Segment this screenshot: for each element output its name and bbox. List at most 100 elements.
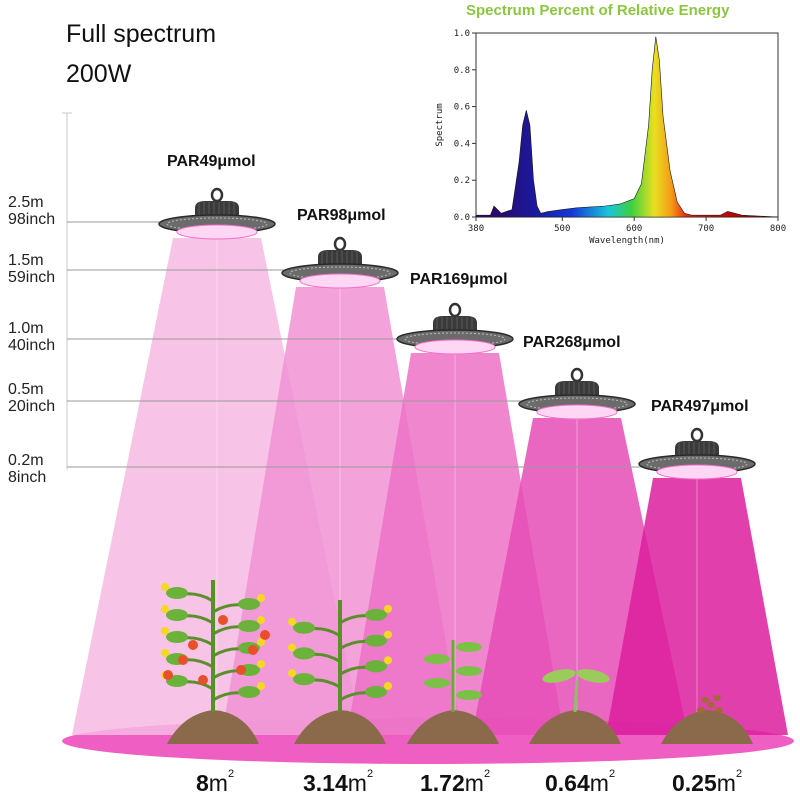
soil-mound [167, 710, 259, 744]
coverage-area: 1.72m2 [420, 768, 491, 796]
sprout-stem [573, 679, 579, 713]
ufo-grow-lamp [638, 427, 756, 480]
coverage-area: 8m2 [196, 768, 235, 796]
light-beam [606, 478, 788, 735]
seed [715, 707, 723, 713]
flower [161, 627, 169, 635]
spectrum-chart: 0.0 0.2 0.4 0.6 0.8 1.0 380 500 600 700 800 Wavelen… [435, 29, 786, 246]
plants [161, 580, 753, 744]
y-tick-label: 0.4 [454, 139, 470, 149]
lamp-hook [333, 236, 347, 252]
tomato-fruit [260, 630, 270, 640]
sprout-leaf [542, 669, 576, 683]
lamp-led-panel [536, 404, 618, 420]
x-tick-label: 500 [554, 224, 570, 234]
tomato-fruit [178, 655, 188, 665]
par-label: PAR98μmol [297, 207, 386, 224]
flower [288, 643, 296, 652]
height-label: 0.5m 20inch [8, 381, 56, 415]
tomato-fruit [248, 645, 258, 655]
spectrum-series-area [475, 36, 779, 218]
seed [713, 695, 721, 701]
lamp-hook [210, 187, 224, 203]
lamp-housing-rim [404, 332, 506, 346]
lamp-hook [570, 367, 584, 383]
lamp-led-panel [656, 464, 738, 480]
soil-mound [407, 710, 499, 744]
par-label: PAR497μmol [651, 398, 749, 415]
lamp-hook [448, 302, 462, 318]
flower [257, 638, 265, 646]
plant-leaf [424, 654, 450, 664]
tomato-plant-flowering [161, 580, 270, 744]
seedling-tall [407, 640, 499, 744]
ufo-grow-lamp [518, 367, 636, 420]
plant-leaf [456, 642, 482, 652]
y-tick-label: 1.0 [454, 29, 470, 39]
tomato-fruit [163, 670, 173, 680]
height-label: 0.2m 8inch [8, 452, 47, 486]
seed [697, 707, 705, 713]
flower [257, 594, 265, 602]
plant-leaf [365, 660, 387, 673]
y-axis-label: Spectrum [435, 103, 445, 146]
lamps [158, 187, 756, 480]
plant-leaf [365, 608, 387, 621]
y-tick-label: 0.2 [454, 176, 470, 186]
y-tick-label: 0.6 [454, 103, 470, 113]
light-beams [72, 238, 788, 735]
flower [161, 605, 169, 613]
coverage-area: 0.25m2 [672, 768, 743, 796]
plant-leaf [293, 621, 315, 634]
tomato-fruit [198, 675, 208, 685]
plant-leaf [166, 631, 188, 643]
spectrum-chart-title: Spectrum Percent of Relative Energy [466, 2, 730, 19]
flower [384, 656, 392, 665]
lamp-housing-rim [526, 397, 628, 411]
lamp-led-panel [414, 339, 496, 355]
x-tick-label: 700 [698, 224, 714, 234]
tomato-fruit [188, 640, 198, 650]
flower [288, 617, 296, 626]
coverage-area: 0.64m2 [545, 768, 616, 796]
height-label: 1.5m 59inch [8, 252, 56, 286]
plant-leaf [238, 598, 260, 610]
plant-leaf [365, 634, 387, 647]
lamp-housing-rim [646, 457, 748, 471]
flower [257, 682, 265, 690]
lamp-led-panel [176, 224, 258, 240]
sprout-leaf [576, 669, 610, 683]
x-tick-label: 380 [468, 224, 484, 234]
plant-leaf [293, 647, 315, 660]
flower [384, 630, 392, 639]
plant-leaf [166, 587, 188, 599]
ufo-grow-lamp [281, 236, 399, 289]
tomato-fruit [218, 615, 228, 625]
height-label: 1.0m 40inch [8, 320, 56, 354]
x-tick-label: 800 [770, 224, 786, 234]
soil-mound [529, 710, 621, 744]
y-tick-label: 0.0 [454, 213, 470, 223]
plant-leaf [365, 686, 387, 698]
flower [257, 660, 265, 668]
height-guides [62, 112, 642, 470]
ufo-grow-lamp [396, 302, 514, 355]
tomato-fruit [236, 665, 246, 675]
height-label: 2.5m 98inch [8, 194, 56, 228]
seed [701, 697, 709, 703]
flower [257, 616, 265, 624]
title-line-2: 200W [66, 60, 132, 88]
seed [707, 702, 715, 708]
y-tick-label: 0.8 [454, 66, 470, 76]
flower [161, 583, 169, 591]
plant-leaf [166, 609, 188, 621]
flower [161, 649, 169, 657]
flower [384, 604, 392, 613]
lamp-housing-rim [166, 217, 268, 231]
plant-leaf [293, 673, 315, 686]
coverage-area: 3.14m2 [303, 768, 374, 796]
x-tick-label: 600 [626, 224, 642, 234]
par-label: PAR169μmol [410, 271, 508, 288]
soil-mound [661, 710, 753, 744]
